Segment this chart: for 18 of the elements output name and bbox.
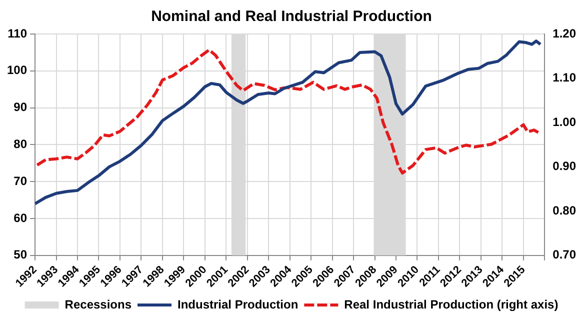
y-tick-label: 100 [6, 63, 28, 78]
legend-label: Industrial Production [178, 297, 298, 312]
y2-tick-label: 1.00 [552, 114, 576, 129]
y-tick-label: 90 [14, 100, 28, 114]
y-tick-label: 50 [14, 248, 28, 262]
y2-tick-label: 1.20 [552, 26, 576, 40]
legend-label: Recessions [64, 297, 132, 312]
y-tick-label: 110 [8, 26, 28, 40]
y-tick-label: 80 [14, 136, 28, 151]
legend-label: Real Industrial Production (right axis) [344, 297, 558, 312]
y-tick-label: 70 [14, 174, 28, 188]
chart-title: Nominal and Real Industrial Production [151, 8, 432, 26]
y2-tick-label: 0.80 [552, 203, 576, 218]
y2-tick-label: 1.10 [552, 70, 576, 85]
y-tick-label: 60 [14, 210, 28, 225]
line-series [36, 48, 542, 175]
y2-tick-label: 0.90 [552, 159, 576, 174]
y2-tick-label: 0.70 [552, 248, 576, 262]
